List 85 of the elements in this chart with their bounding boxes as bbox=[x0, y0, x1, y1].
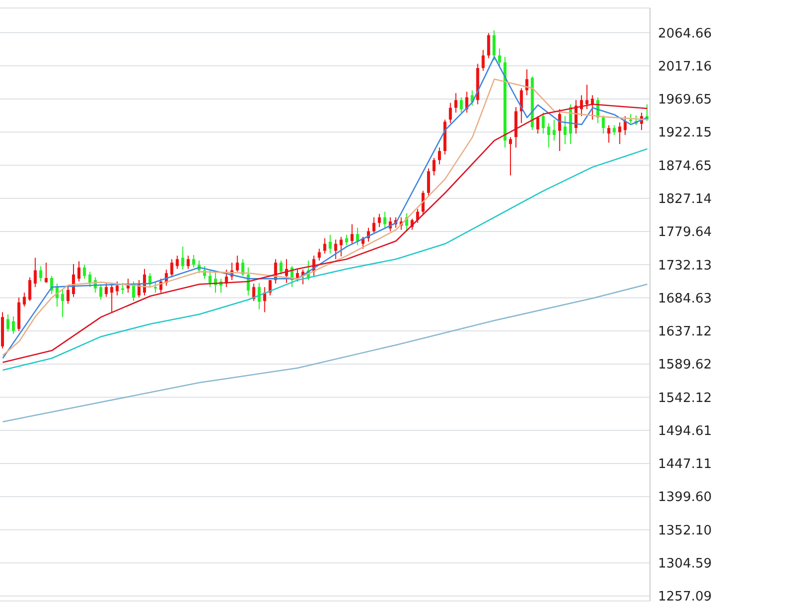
candlestick bbox=[44, 262, 48, 284]
candlestick bbox=[350, 224, 354, 244]
candlestick bbox=[602, 114, 605, 134]
candlestick bbox=[154, 280, 157, 294]
candlestick bbox=[61, 289, 64, 318]
candlestick bbox=[66, 285, 70, 304]
candlestick bbox=[448, 102, 452, 124]
candlestick bbox=[552, 119, 556, 142]
y-tick-label: 1969.65 bbox=[658, 92, 712, 108]
y-tick-label: 1589.62 bbox=[658, 358, 712, 373]
y-tick-label: 2017.16 bbox=[658, 59, 712, 74]
candlestick bbox=[624, 116, 627, 136]
candlestick bbox=[618, 122, 622, 145]
candlestick bbox=[498, 48, 502, 68]
candlestick bbox=[236, 255, 239, 272]
candlestick bbox=[432, 157, 436, 176]
candlestick bbox=[460, 96, 463, 114]
candlestick bbox=[192, 254, 196, 268]
candlestick bbox=[99, 284, 102, 300]
candlestick bbox=[88, 271, 92, 288]
y-tick-label: 1399.60 bbox=[658, 490, 712, 506]
candlestick bbox=[104, 283, 108, 298]
candlestick bbox=[482, 49, 485, 72]
line-series bbox=[2, 148, 648, 371]
candlestick bbox=[629, 114, 632, 124]
candlestick bbox=[438, 147, 441, 165]
candlestick bbox=[564, 116, 567, 145]
candlestick bbox=[383, 211, 386, 228]
line-series bbox=[2, 284, 648, 422]
candlestick bbox=[280, 260, 283, 275]
candlestick bbox=[34, 257, 37, 288]
candlestick bbox=[607, 124, 610, 144]
candlestick bbox=[334, 239, 338, 260]
candlestick bbox=[508, 136, 512, 176]
candlestick bbox=[427, 168, 430, 197]
candlestick bbox=[612, 124, 616, 136]
candlestick bbox=[345, 234, 348, 246]
candlestick bbox=[525, 68, 528, 96]
candlestick bbox=[77, 260, 80, 282]
candlestick bbox=[372, 216, 376, 234]
candlestick bbox=[82, 264, 86, 280]
y-tick-label: 1352.10 bbox=[658, 523, 712, 538]
y-tick-label: 1637.12 bbox=[658, 324, 712, 340]
candlestick bbox=[121, 282, 124, 295]
y-tick-label: 1542.12 bbox=[658, 390, 712, 406]
candlestick bbox=[454, 92, 458, 114]
y-tick-label: 2064.66 bbox=[658, 26, 712, 42]
candlestick bbox=[28, 276, 32, 302]
candlestick bbox=[356, 227, 360, 246]
y-tick-label: 1257.09 bbox=[658, 590, 712, 605]
candlestick bbox=[176, 255, 179, 270]
y-tick-label: 1827.14 bbox=[658, 192, 712, 207]
candlestick bbox=[39, 266, 42, 282]
candlestick bbox=[6, 314, 10, 332]
candlestick bbox=[536, 116, 540, 134]
candlestick bbox=[487, 32, 490, 59]
candlestick bbox=[318, 248, 321, 262]
candlestick bbox=[378, 213, 381, 228]
candlestick bbox=[585, 84, 588, 110]
candlestick bbox=[186, 255, 190, 270]
candlestick bbox=[110, 283, 114, 313]
candlestick bbox=[323, 238, 326, 254]
candlestick bbox=[328, 234, 332, 254]
candlestick bbox=[340, 236, 343, 257]
candlestick bbox=[12, 316, 15, 334]
candlestick bbox=[547, 122, 550, 148]
y-tick-label: 1304.59 bbox=[658, 556, 712, 572]
candlestick bbox=[241, 258, 244, 276]
y-tick-label: 1732.13 bbox=[658, 258, 712, 274]
y-tick-label: 1447.11 bbox=[658, 457, 712, 472]
y-tick-label: 1874.65 bbox=[658, 158, 712, 174]
candlestick bbox=[170, 258, 174, 278]
candlestick bbox=[558, 108, 562, 152]
candlestick bbox=[542, 112, 545, 134]
y-tick-label: 1494.61 bbox=[658, 424, 712, 439]
y-tick-label: 1779.64 bbox=[658, 225, 712, 240]
y-tick-label: 1684.63 bbox=[658, 291, 712, 306]
y-tick-label: 1922.15 bbox=[658, 126, 712, 141]
candlestick bbox=[181, 246, 184, 270]
candlestick bbox=[22, 292, 26, 308]
candlestick bbox=[116, 280, 119, 296]
candlestick bbox=[416, 208, 420, 224]
candlestick bbox=[492, 30, 496, 61]
candlestick bbox=[208, 270, 212, 288]
candlestick bbox=[590, 94, 594, 120]
